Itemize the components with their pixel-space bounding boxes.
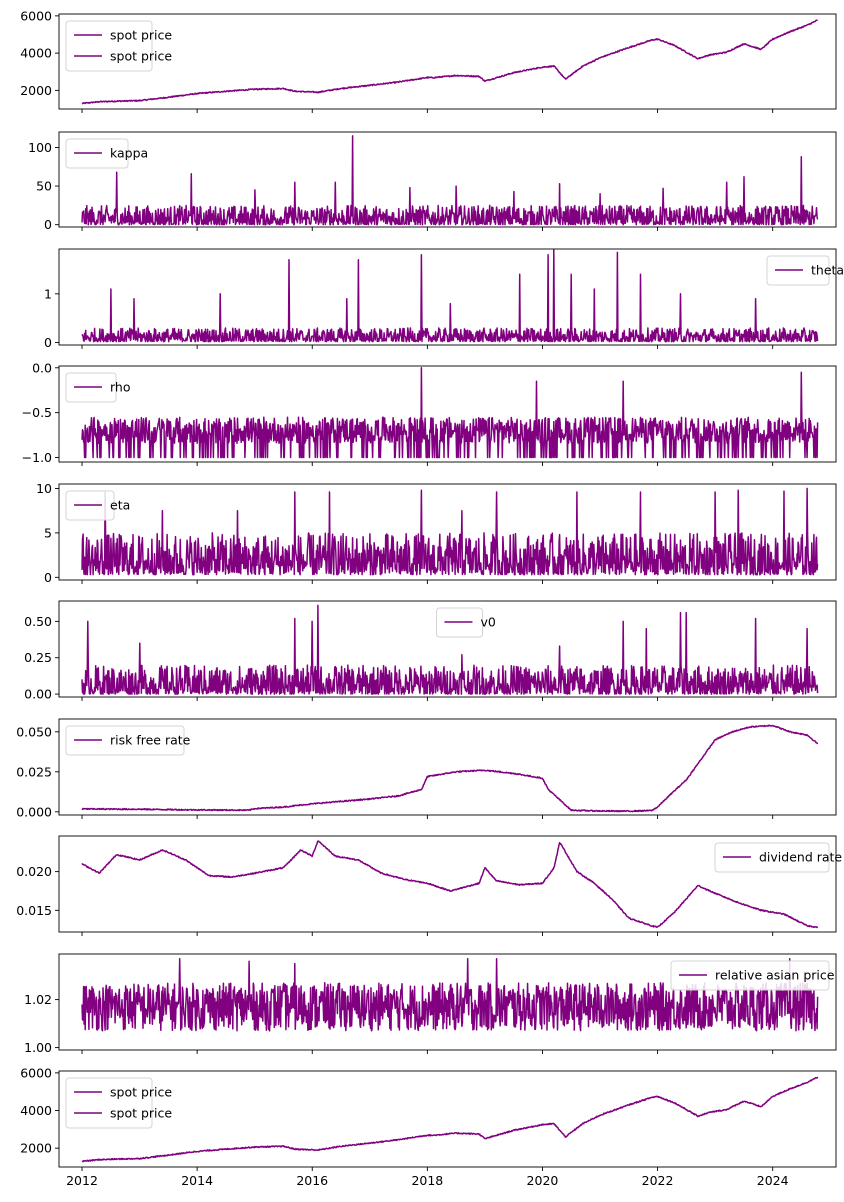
- y-tick-label: 0.020: [16, 864, 52, 879]
- y-tick-label: 50: [36, 179, 52, 194]
- axes-frame: [58, 953, 837, 1051]
- legend-label: v0: [481, 615, 496, 630]
- panel-theta: 0 1 theta: [44, 248, 844, 350]
- y-tick-label: 0.015: [16, 903, 52, 918]
- y-tick-label: 0: [44, 217, 52, 232]
- axes-frame: [58, 1070, 837, 1168]
- y-tick-label: 1.02: [24, 992, 52, 1007]
- x-tick-label: 2022: [642, 1173, 674, 1188]
- legend-label: spot price: [110, 28, 172, 43]
- y-tick-label: 4000: [20, 46, 52, 61]
- panel-div: 0.015 0.020 dividend rate: [16, 835, 842, 936]
- panel-asian: 1.00 1.02 relative asian price: [24, 953, 837, 1055]
- series-line-v0: [81, 604, 819, 695]
- legend: eta: [65, 490, 130, 521]
- legend-label: theta: [811, 263, 844, 278]
- y-tick-label: 0.000: [16, 804, 52, 819]
- axes-frame: [58, 131, 837, 228]
- y-tick-label: 2000: [20, 1141, 52, 1156]
- legend-label: dividend rate: [759, 850, 842, 865]
- legend: spot price spot price: [65, 1077, 172, 1129]
- y-tick-label: 6000: [20, 1065, 52, 1080]
- axes-frame: [58, 835, 837, 933]
- panel-spot2: 2000 4000 6000 2012 2014 2016 2018 2020 2022 2024…: [20, 1065, 837, 1188]
- legend-label: spot price: [110, 1106, 172, 1121]
- y-tick-label: 1.00: [24, 1040, 52, 1055]
- axes-frame: [58, 600, 837, 698]
- series-line-spot2: [81, 1076, 819, 1163]
- series-line-theta: [81, 249, 819, 343]
- x-tick-label: 2012: [66, 1173, 98, 1188]
- y-tick-label: 0.0: [32, 360, 52, 375]
- axes-frame: [58, 248, 837, 346]
- y-tick-label: −1.0: [22, 450, 52, 465]
- series-line-eta: [81, 487, 819, 576]
- panel-rfr: 0.000 0.025 0.050 risk free rate: [16, 718, 837, 819]
- axes-frame: [58, 365, 837, 463]
- y-tick-label: 0.025: [16, 764, 52, 779]
- series-line-rfr: [81, 724, 819, 813]
- y-tick-label: 5: [44, 525, 52, 540]
- x-tick-label: 2016: [296, 1173, 328, 1188]
- panel-rho: −1.0 −0.5 0.0 rho: [22, 360, 837, 466]
- series-line-rho: [81, 367, 819, 459]
- y-tick-label: 1: [44, 286, 52, 301]
- panel-v0: 0.00 0.25 0.50 v0: [24, 600, 837, 702]
- legend: v0: [436, 607, 496, 638]
- series-line-spot1: [81, 19, 818, 105]
- legend-label: risk free rate: [110, 733, 191, 748]
- x-tick-label: 2014: [181, 1173, 213, 1188]
- legend: theta: [766, 255, 844, 286]
- y-tick-label: 0.050: [16, 724, 52, 739]
- y-tick-label: 0.00: [24, 687, 52, 702]
- panel-kappa: 0 50 100 kappa: [28, 131, 837, 232]
- y-tick-label: 0: [44, 570, 52, 585]
- y-tick-label: 0.25: [24, 650, 52, 665]
- x-tick-label: 2020: [527, 1173, 559, 1188]
- legend: rho: [65, 372, 131, 403]
- panel-spot1: 2000 4000 6000 spot price spot price: [20, 8, 837, 113]
- legend: relative asian price: [670, 960, 835, 991]
- legend: kappa: [65, 138, 148, 169]
- legend: spot price spot price: [65, 20, 172, 72]
- axes-frame: [58, 718, 837, 816]
- legend-label: eta: [110, 498, 130, 513]
- legend: dividend rate: [714, 842, 842, 873]
- legend-label: spot price: [110, 49, 172, 64]
- y-tick-label: 0: [44, 335, 52, 350]
- panel-eta: 0 5 10 eta: [36, 481, 837, 585]
- legend-label: kappa: [110, 146, 148, 161]
- legend-label: relative asian price: [715, 968, 835, 983]
- legend-label: rho: [110, 380, 131, 395]
- y-tick-label: −0.5: [22, 405, 52, 420]
- y-tick-label: 4000: [20, 1103, 52, 1118]
- x-tick-label: 2024: [757, 1173, 789, 1188]
- y-tick-label: 6000: [20, 8, 52, 23]
- series-line-asian: [81, 958, 819, 1032]
- legend: risk free rate: [65, 725, 191, 756]
- series-line-kappa: [81, 135, 819, 226]
- y-tick-label: 100: [28, 140, 52, 155]
- series-line-div: [81, 840, 819, 929]
- axes-frame: [58, 13, 837, 110]
- y-tick-label: 10: [36, 481, 52, 496]
- x-tick-label: 2018: [411, 1173, 443, 1188]
- legend-label: spot price: [110, 1085, 172, 1100]
- y-tick-label: 2000: [20, 83, 52, 98]
- y-tick-label: 0.50: [24, 614, 52, 629]
- axes-frame: [58, 483, 837, 581]
